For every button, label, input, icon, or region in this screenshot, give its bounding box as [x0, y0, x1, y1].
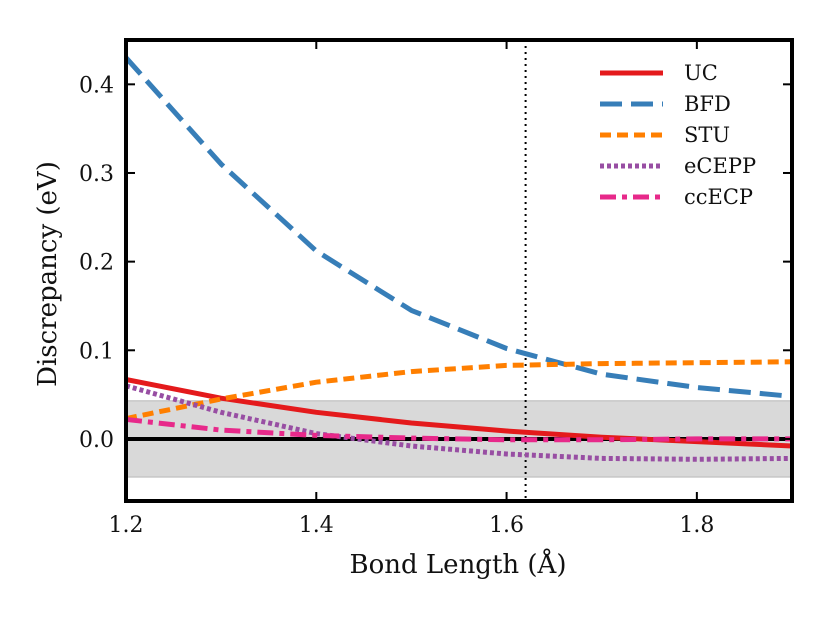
y-axis-label: Discrepancy (eV) [33, 161, 63, 387]
series-line-ccecp [125, 416, 792, 443]
x-tick-label: 1.6 [489, 513, 524, 538]
x-axis-label: Bond Length (Å) [350, 548, 567, 580]
legend-entry-stu: STU [600, 123, 730, 147]
legend-label: UC [684, 61, 718, 85]
y-tick-label: 0.0 [79, 428, 114, 453]
series-line-ecepp [125, 383, 793, 462]
x-tick-label: 1.2 [109, 513, 144, 538]
y-tick-label: 0.4 [79, 73, 114, 98]
legend-entry-uc: UC [600, 61, 718, 85]
legend-label: ccECP [684, 185, 753, 209]
legend-label: eCEPP [684, 154, 756, 178]
x-tick-label: 1.8 [679, 513, 714, 538]
series-lines-layer [124, 56, 793, 462]
legend-entry-ecepp: eCEPP [600, 154, 756, 178]
axes-layer: 1.2 1.4 1.6 1.8 0.0 0.1 0.2 0.3 0.4 [79, 38, 794, 538]
legend-entry-bfd: BFD [600, 92, 731, 116]
series-line-bfd [124, 56, 793, 399]
y-tick-label: 0.1 [79, 339, 114, 364]
legend-label: STU [684, 123, 730, 147]
x-tick-label: 1.4 [299, 513, 334, 538]
y-tick-label: 0.2 [79, 251, 114, 276]
legend: UC BFD STU eCEPP ccECP [600, 61, 756, 209]
plot-frame [124, 38, 794, 503]
series-line-uc [125, 377, 793, 449]
legend-entry-ccecp: ccECP [600, 185, 753, 209]
legend-label: BFD [684, 92, 731, 116]
y-tick-label: 0.3 [79, 162, 114, 187]
